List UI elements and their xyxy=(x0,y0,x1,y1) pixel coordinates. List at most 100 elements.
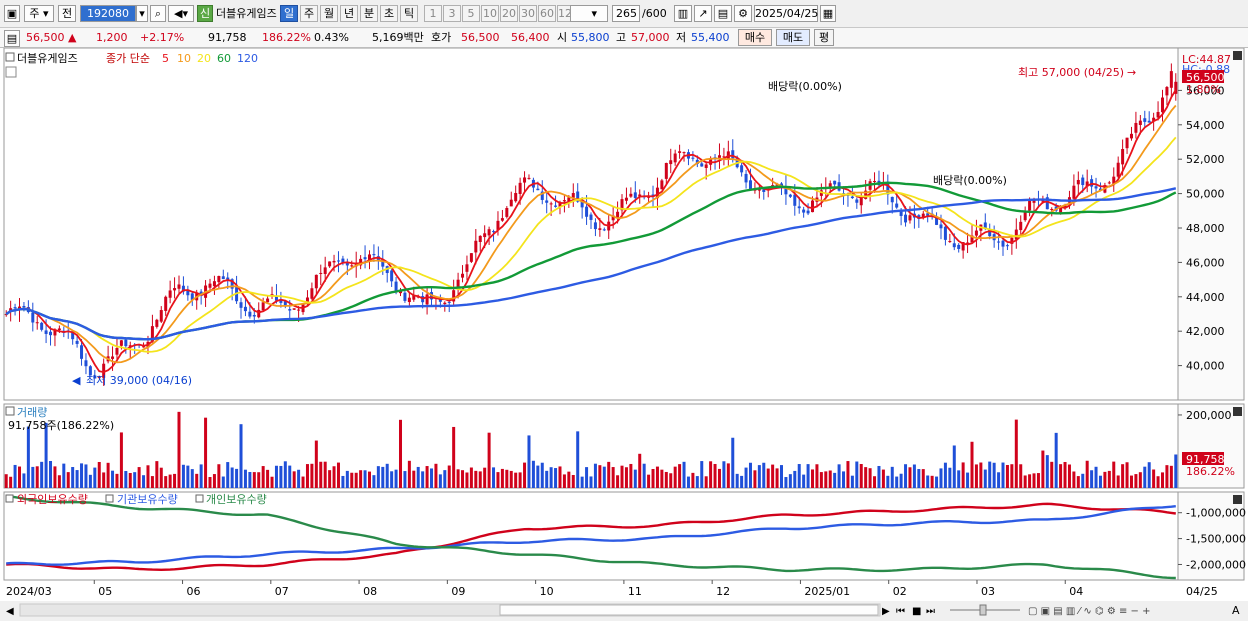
volume-close-icon[interactable] xyxy=(1233,407,1242,416)
eval-button[interactable]: 평 xyxy=(814,29,834,46)
interval-30[interactable]: 30 xyxy=(519,5,537,22)
candle xyxy=(323,256,327,282)
count-input[interactable]: 265 xyxy=(612,5,640,22)
volume-bar xyxy=(793,470,797,488)
gear-icon[interactable]: ⚙ xyxy=(734,5,752,22)
volume-bar xyxy=(607,461,611,488)
volume-bar xyxy=(438,474,442,488)
inst-toggle-icon[interactable] xyxy=(105,494,114,503)
volume-bar xyxy=(837,464,841,488)
candle xyxy=(75,335,79,348)
candle xyxy=(461,265,465,283)
indicator-settings-icon[interactable] xyxy=(5,66,17,78)
interval-3[interactable]: 3 xyxy=(443,5,461,22)
drawing-tool-icon[interactable]: ↗ xyxy=(694,5,712,22)
timeframe-3[interactable]: 년 xyxy=(340,5,358,22)
volume-bar xyxy=(372,475,376,488)
volume-bar xyxy=(71,467,75,488)
search-icon[interactable]: ⌕ xyxy=(150,5,166,22)
calendar-icon[interactable]: ▦ xyxy=(820,5,836,22)
holdings-close-icon[interactable] xyxy=(1233,495,1242,504)
chart-type-icon[interactable]: ▥ xyxy=(674,5,692,22)
indiv-toggle-icon[interactable] xyxy=(195,494,204,503)
candle xyxy=(855,197,859,209)
panel-toggle-icon[interactable] xyxy=(5,52,15,62)
interval-20[interactable]: 20 xyxy=(500,5,518,22)
volume-bar xyxy=(957,470,961,488)
volume-bar xyxy=(412,470,416,488)
candle xyxy=(399,287,403,297)
volume-bars xyxy=(4,411,1178,488)
candle xyxy=(115,338,119,362)
volume-bar xyxy=(992,462,996,488)
interval-1[interactable]: 1 xyxy=(424,5,442,22)
zoom-slider-handle[interactable] xyxy=(979,604,987,616)
window-menu-icon[interactable]: ▣ xyxy=(4,5,20,22)
close-icon[interactable] xyxy=(1233,51,1242,60)
timeframe-2[interactable]: 월 xyxy=(320,5,338,22)
volume-bar xyxy=(647,474,651,488)
timeframe-0[interactable]: 일 xyxy=(280,5,298,22)
buy-button[interactable]: 매수 xyxy=(738,29,772,46)
volume-bar xyxy=(1045,455,1049,488)
save-icon[interactable]: ▤ xyxy=(714,5,732,22)
interval-60[interactable]: 60 xyxy=(538,5,556,22)
scrollbar-thumb[interactable] xyxy=(499,604,879,616)
volume-toggle-icon[interactable] xyxy=(5,406,15,416)
stop-icon[interactable]: ■ xyxy=(912,606,921,617)
volume-bar xyxy=(593,463,597,488)
volume-bar xyxy=(1165,465,1169,488)
current-price-tag xyxy=(1182,70,1224,83)
low-label: 저 xyxy=(676,31,687,44)
chart-tools-icons[interactable]: ▢ ▣ ▤ ▥ ⁄ ∿ ⌬ ⚙ ≡ − + xyxy=(1028,606,1150,617)
panel-stock-name: 더블유게임즈 xyxy=(17,52,78,65)
candle xyxy=(319,264,323,286)
volume-bar xyxy=(1059,464,1063,488)
volume-bar xyxy=(1032,473,1036,488)
sound-icon[interactable]: ◀▾ xyxy=(168,5,194,22)
volume-bar xyxy=(465,472,469,488)
volume-bar xyxy=(266,469,270,488)
volume-bar xyxy=(146,465,150,488)
sell-button[interactable]: 매도 xyxy=(776,29,810,46)
code-dropdown-icon[interactable]: ▾ xyxy=(136,5,148,22)
candle xyxy=(190,292,194,306)
volume-bar xyxy=(492,467,496,488)
high-label: 고 xyxy=(616,31,627,44)
candle xyxy=(669,148,673,174)
dividend-annotation-1: 배당락(0.00%) xyxy=(768,80,842,93)
scroll-left-icon[interactable]: ◀ xyxy=(6,606,14,617)
quote-menu-icon[interactable]: ▤ xyxy=(4,30,20,47)
extra-select[interactable]: ▾ xyxy=(570,5,608,22)
volume-bar xyxy=(155,461,159,488)
volume-bar xyxy=(921,469,925,488)
candle xyxy=(806,203,810,216)
volume-bar xyxy=(585,467,589,488)
volume-bar xyxy=(124,471,128,488)
stock-code-input[interactable]: 192080 xyxy=(80,5,136,22)
candle xyxy=(328,261,332,268)
date-input[interactable]: 2025/04/25 xyxy=(754,5,819,22)
scroll-right-icon[interactable]: ▶ xyxy=(882,606,890,617)
candle xyxy=(943,225,947,246)
ma-period-60: 60 xyxy=(217,52,231,65)
volume-bar xyxy=(164,476,168,488)
fast-forward-icon[interactable]: ⏭ xyxy=(926,606,935,617)
interval-10[interactable]: 10 xyxy=(481,5,499,22)
volume-tick-label: 200,000 xyxy=(1186,409,1232,422)
holdings-toggle-icon[interactable] xyxy=(5,494,14,503)
timeframe-1[interactable]: 주 xyxy=(300,5,318,22)
volume-tag xyxy=(1182,452,1224,465)
rewind-icon[interactable]: ⏮ xyxy=(896,606,905,617)
volume-value-label: 91,758주(186.22%) xyxy=(8,419,114,432)
volume-bar xyxy=(766,468,770,488)
timeframe-6[interactable]: 틱 xyxy=(400,5,418,22)
volume-bar xyxy=(31,466,35,488)
period-select[interactable]: 주 ▾ xyxy=(24,5,54,22)
volume-bar xyxy=(239,424,243,488)
timeframe-4[interactable]: 분 xyxy=(360,5,378,22)
timeframe-5[interactable]: 초 xyxy=(380,5,398,22)
interval-5[interactable]: 5 xyxy=(462,5,480,22)
font-size-icon[interactable]: A xyxy=(1232,604,1240,617)
prev-button[interactable]: 전 xyxy=(58,5,76,22)
